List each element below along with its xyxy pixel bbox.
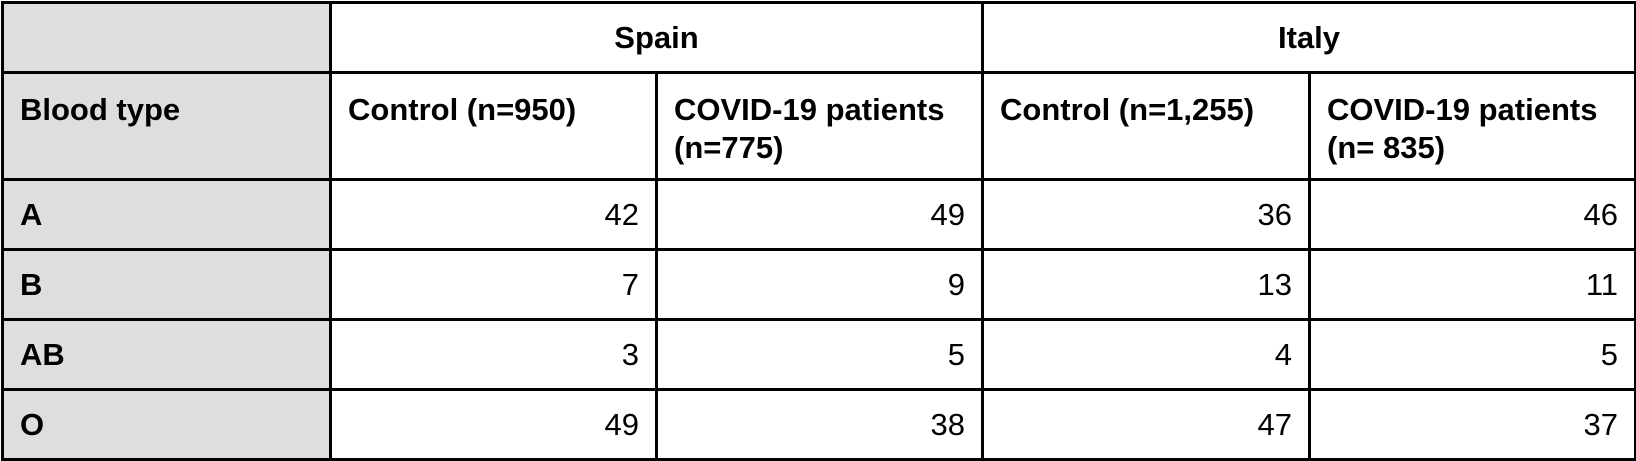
group-header-spain: Spain	[329, 1, 984, 74]
table-cell: 5	[655, 318, 984, 391]
group-header-italy: Italy	[981, 1, 1636, 74]
table-cell: 5	[1308, 318, 1636, 391]
table-cell: 46	[1308, 178, 1636, 251]
table-cell: 38	[655, 388, 984, 461]
column-header-italy-covid: COVID-19 patients (n= 835)	[1308, 71, 1636, 181]
table-cell: 3	[329, 318, 658, 391]
column-header-spain-control: Control (n=950)	[329, 71, 658, 181]
corner-empty-cell	[1, 1, 332, 74]
table-cell: 13	[981, 248, 1311, 321]
table-row: AB 3 5 4 5	[1, 318, 1636, 391]
table-cell: 49	[655, 178, 984, 251]
table-cell: 7	[329, 248, 658, 321]
table-cell: 4	[981, 318, 1311, 391]
table-cell: 11	[1308, 248, 1636, 321]
table-cell: 47	[981, 388, 1311, 461]
row-header-ab: AB	[1, 318, 332, 391]
column-header-italy-control: Control (n=1,255)	[981, 71, 1311, 181]
column-header-row: Blood type Control (n=950) COVID-19 pati…	[1, 71, 1636, 181]
table-cell: 37	[1308, 388, 1636, 461]
table-cell: 42	[329, 178, 658, 251]
table-cell: 49	[329, 388, 658, 461]
row-header-a: A	[1, 178, 332, 251]
table-row: B 7 9 13 11	[1, 248, 1636, 321]
row-header-o: O	[1, 388, 332, 461]
blood-type-header: Blood type	[1, 71, 332, 181]
group-header-row: Spain Italy	[1, 1, 1636, 74]
table-row: A 42 49 36 46	[1, 178, 1636, 251]
table-cell: 9	[655, 248, 984, 321]
table-row: O 49 38 47 37	[1, 388, 1636, 461]
column-header-spain-covid: COVID-19 patients (n=775)	[655, 71, 984, 181]
row-header-b: B	[1, 248, 332, 321]
table-cell: 36	[981, 178, 1311, 251]
